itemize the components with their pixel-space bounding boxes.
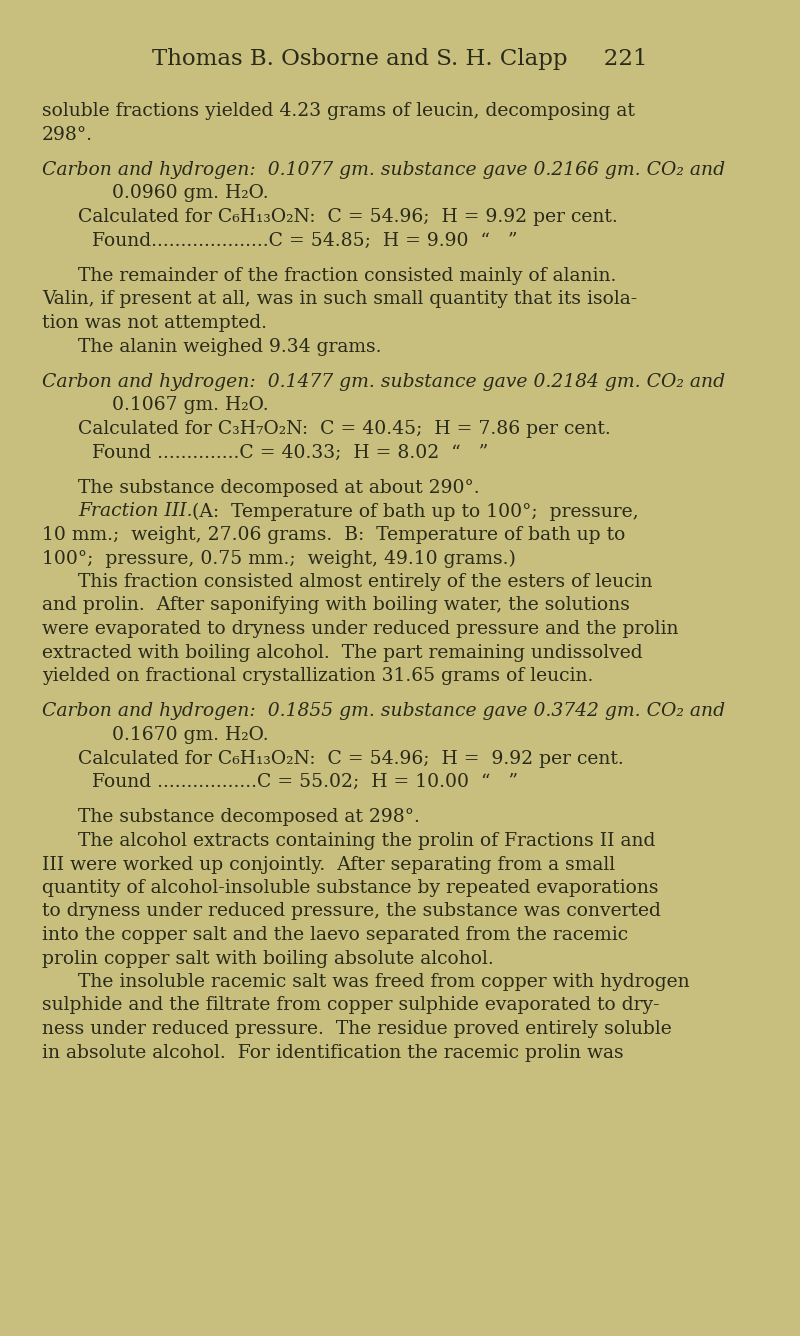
Text: 298°.: 298°. [42,126,93,143]
Text: The remainder of the fraction consisted mainly of alanin.: The remainder of the fraction consisted … [78,267,616,285]
Text: Found ..............C = 40.33;  H = 8.02  “   ”: Found ..............C = 40.33; H = 8.02 … [92,444,488,461]
Text: The alanin weighed 9.34 grams.: The alanin weighed 9.34 grams. [78,338,382,355]
Text: Carbon and hydrogen:  0.1477 gm. substance gave 0.2184 gm. CO₂ and: Carbon and hydrogen: 0.1477 gm. substanc… [42,373,725,391]
Text: tion was not attempted.: tion was not attempted. [42,314,267,333]
Text: Calculated for C₆H₁₃O₂N:  C = 54.96;  H = 9.92 per cent.: Calculated for C₆H₁₃O₂N: C = 54.96; H = … [78,208,618,226]
Text: Calculated for C₃H₇O₂N:  C = 40.45;  H = 7.86 per cent.: Calculated for C₃H₇O₂N: C = 40.45; H = 7… [78,420,610,438]
Text: Found .................C = 55.02;  H = 10.00  “   ”: Found .................C = 55.02; H = 10… [92,774,518,791]
Text: Calculated for C₆H₁₃O₂N:  C = 54.96;  H =  9.92 per cent.: Calculated for C₆H₁₃O₂N: C = 54.96; H = … [78,749,624,767]
Text: sulphide and the filtrate from copper sulphide evaporated to dry-: sulphide and the filtrate from copper su… [42,997,660,1014]
Text: 0.1067 gm. H₂O.: 0.1067 gm. H₂O. [112,397,269,414]
Text: 0.0960 gm. H₂O.: 0.0960 gm. H₂O. [112,184,269,203]
Text: 0.1670 gm. H₂O.: 0.1670 gm. H₂O. [112,725,269,744]
Text: 10 mm.;  weight, 27.06 grams.  B:  Temperature of bath up to: 10 mm.; weight, 27.06 grams. B: Temperat… [42,526,626,544]
Text: to dryness under reduced pressure, the substance was converted: to dryness under reduced pressure, the s… [42,903,661,921]
Text: Carbon and hydrogen:  0.1855 gm. substance gave 0.3742 gm. CO₂ and: Carbon and hydrogen: 0.1855 gm. substanc… [42,703,725,720]
Text: soluble fractions yielded 4.23 grams of leucin, decomposing at: soluble fractions yielded 4.23 grams of … [42,102,635,120]
Text: extracted with boiling alcohol.  The part remaining undissolved: extracted with boiling alcohol. The part… [42,644,642,661]
Text: Found....................C = 54.85;  H = 9.90  “   ”: Found....................C = 54.85; H = … [92,231,518,250]
Text: (A:  Temperature of bath up to 100°;  pressure,: (A: Temperature of bath up to 100°; pres… [180,502,638,521]
Text: were evaporated to dryness under reduced pressure and the prolin: were evaporated to dryness under reduced… [42,620,678,639]
Text: 100°;  pressure, 0.75 mm.;  weight, 49.10 grams.): 100°; pressure, 0.75 mm.; weight, 49.10 … [42,549,516,568]
Text: The substance decomposed at about 290°.: The substance decomposed at about 290°. [78,480,480,497]
Text: into the copper salt and the laevo separated from the racemic: into the copper salt and the laevo separ… [42,926,628,945]
Text: The alcohol extracts containing the prolin of Fractions II and: The alcohol extracts containing the prol… [78,832,655,850]
Text: in absolute alcohol.  For identification the racemic prolin was: in absolute alcohol. For identification … [42,1043,624,1062]
Text: Carbon and hydrogen:  0.1077 gm. substance gave 0.2166 gm. CO₂ and: Carbon and hydrogen: 0.1077 gm. substanc… [42,162,725,179]
Text: quantity of alcohol-insoluble substance by repeated evaporations: quantity of alcohol-insoluble substance … [42,879,658,896]
Text: and prolin.  After saponifying with boiling water, the solutions: and prolin. After saponifying with boili… [42,596,630,615]
Text: Valin, if present at all, was in such small quantity that its isola-: Valin, if present at all, was in such sm… [42,290,638,309]
Text: This fraction consisted almost entirely of the esters of leucin: This fraction consisted almost entirely … [78,573,653,591]
Text: Thomas B. Osborne and S. H. Clapp     221: Thomas B. Osborne and S. H. Clapp 221 [152,48,648,69]
Text: Fraction III.: Fraction III. [78,502,193,521]
Text: The insoluble racemic salt was freed from copper with hydrogen: The insoluble racemic salt was freed fro… [78,973,690,991]
Text: III were worked up conjointly.  After separating from a small: III were worked up conjointly. After sep… [42,855,615,874]
Text: ness under reduced pressure.  The residue proved entirely soluble: ness under reduced pressure. The residue… [42,1019,672,1038]
Text: prolin copper salt with boiling absolute alcohol.: prolin copper salt with boiling absolute… [42,950,494,967]
Text: yielded on fractional crystallization 31.65 grams of leucin.: yielded on fractional crystallization 31… [42,667,594,685]
Text: The substance decomposed at 298°.: The substance decomposed at 298°. [78,808,420,827]
